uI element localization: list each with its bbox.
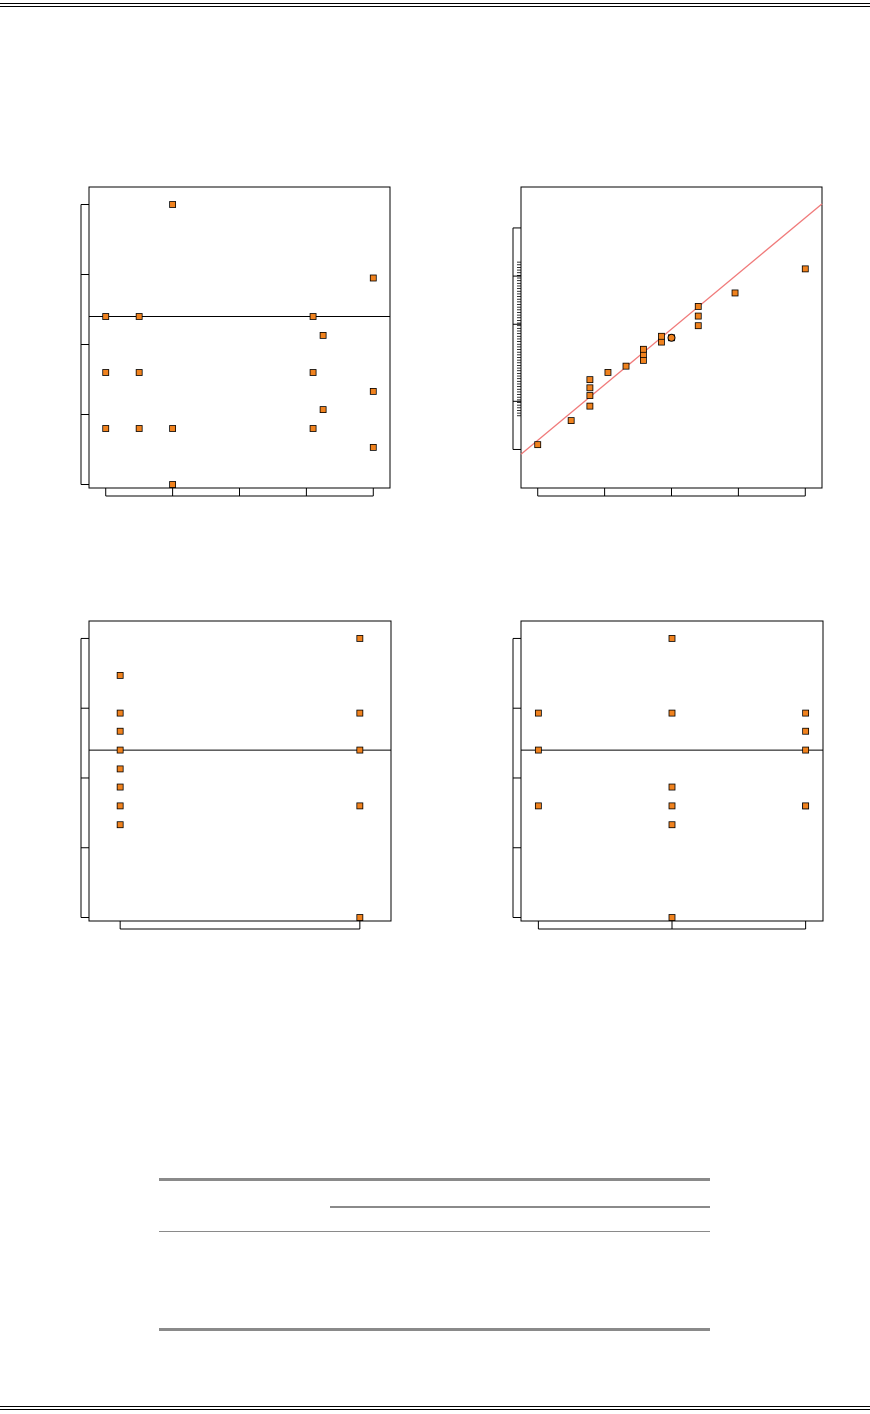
panel-bottom-right-data-point (534, 746, 542, 754)
panel-top-right-data-point (694, 322, 702, 330)
panel-top-left-frame (88, 186, 391, 489)
page-bottom-rule (0, 1406, 870, 1407)
panel-bottom-right-data-point (802, 727, 810, 735)
table-mid-rule (159, 1231, 710, 1232)
panel-top-left-data-point (309, 425, 317, 432)
panel-bottom-right-data-point (668, 802, 676, 810)
panel-bottom-left-data-point (356, 914, 364, 921)
page-bottom-rule-inner (0, 1409, 870, 1410)
panel-top-left-data-point (369, 443, 377, 451)
panel-top-right-fit-line (520, 203, 823, 455)
panel-top-left-data-point (319, 331, 327, 339)
panel-top-right-data-point (694, 303, 702, 310)
panel-bottom-left-data-point (356, 709, 364, 717)
panel-bottom-right-data-point (534, 709, 542, 717)
panel-top-right-data-point (604, 369, 612, 376)
table-header-subrule (330, 1206, 710, 1208)
panel-top-left-data-point (102, 369, 110, 376)
panel-top-left-data-point (135, 425, 143, 432)
panel-bottom-right-data-point (802, 802, 810, 810)
panel-top-right-highlight-point (667, 333, 676, 342)
panel-bottom-right-data-point (668, 821, 676, 829)
panel-top-left-data-point (169, 481, 177, 488)
panel-top-left-data-point (309, 313, 317, 320)
panel-bottom-left-data-point (116, 765, 124, 773)
panel-top-right-data-point (586, 402, 594, 410)
panel-top-left-data-point (135, 313, 143, 320)
panel-top-right-data-point (567, 417, 575, 424)
panel-top-left-data-point (369, 274, 377, 282)
panel-top-left-data-point (135, 369, 143, 376)
panel-top-right-data-point (640, 345, 647, 353)
panel-top-left-data-point (369, 387, 377, 395)
panel-top-left-data-point (102, 313, 110, 320)
panel-bottom-right-data-point (802, 709, 810, 717)
panel-bottom-left-data-point (116, 746, 124, 754)
page-top-rule-inner (0, 6, 870, 7)
panel-top-right-data-point (586, 376, 594, 384)
panel-top-right-data-point (586, 392, 594, 399)
panel-bottom-left-data-point (116, 709, 124, 717)
page-top-rule (0, 3, 870, 4)
panel-top-left-data-point (169, 425, 177, 432)
panel-top-right-data-point (658, 338, 665, 346)
panel-top-right-data-point (586, 384, 594, 392)
panel-bottom-left-data-point (356, 635, 364, 642)
panel-bottom-right-frame (520, 620, 824, 922)
table-bottom-rule (159, 1328, 710, 1331)
panel-top-right-data-point (534, 441, 542, 449)
panel-top-left-data-point (102, 425, 110, 432)
panel-top-right-data-point (640, 356, 647, 364)
panel-bottom-left-data-point (116, 672, 124, 679)
panel-bottom-left-data-point (356, 802, 364, 810)
panel-bottom-right-data-point (802, 746, 810, 754)
panel-bottom-left-data-point (116, 802, 124, 810)
panel-top-right-data-point (694, 312, 702, 320)
panel-bottom-right-data-point (668, 783, 676, 791)
table-top-rule (159, 1178, 710, 1181)
plot-grid (80, 186, 824, 930)
panel-bottom-right-data-point (668, 914, 676, 921)
panel-bottom-left-frame (88, 620, 392, 922)
panel-bottom-right-data-point (668, 635, 676, 642)
panel-top-left-data-point (319, 406, 327, 414)
panel-top-left-data-point (309, 369, 317, 376)
panel-top-right-data-point (801, 265, 809, 273)
panel-bottom-left-data-point (116, 821, 124, 829)
panel-top-right-data-point (731, 289, 739, 297)
panel-bottom-left-data-point (356, 746, 364, 754)
panel-top-right-data-point (658, 332, 665, 340)
panel-bottom-right-data-point (534, 802, 542, 810)
panel-bottom-left-data-point (116, 783, 124, 791)
panel-bottom-left-data-point (116, 727, 124, 735)
panel-top-left-data-point (169, 201, 177, 208)
panel-bottom-right-data-point (668, 709, 676, 717)
panel-top-right-data-point (622, 362, 630, 370)
